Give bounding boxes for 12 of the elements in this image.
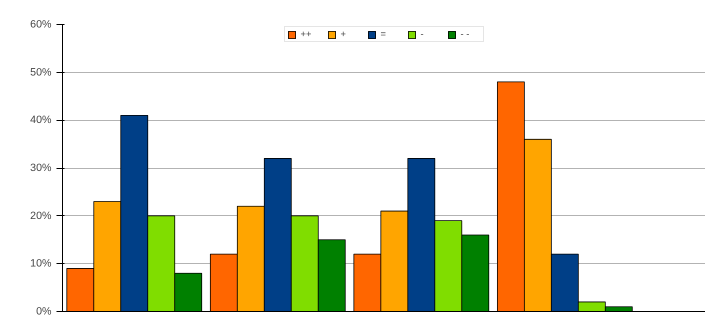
legend-label: ++ xyxy=(300,29,312,39)
y-tick-label: 0% xyxy=(36,306,52,318)
legend-label: - xyxy=(420,29,425,39)
y-tick-label: 30% xyxy=(30,162,52,174)
y-tick-label: 40% xyxy=(30,114,52,126)
y-tick-label: 60% xyxy=(30,18,52,30)
legend-label: - - xyxy=(460,29,470,39)
y-tick-label: 20% xyxy=(30,210,52,222)
y-tick-label: 10% xyxy=(30,258,52,270)
legend-label: = xyxy=(380,29,387,39)
y-tick-label: 50% xyxy=(30,66,52,78)
legend-label: + xyxy=(340,29,347,39)
